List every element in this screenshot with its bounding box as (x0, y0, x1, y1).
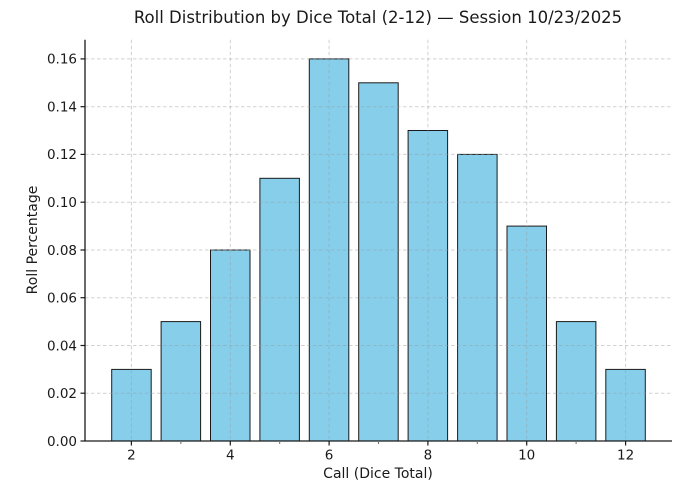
y-tick-label: 0.06 (47, 291, 77, 307)
x-tick-label: 12 (617, 448, 634, 464)
bar-dice-7 (358, 82, 399, 442)
x-tick-label: 4 (226, 448, 235, 464)
bar-dice-3 (160, 321, 202, 442)
bar-dice-5 (259, 177, 300, 442)
x-tick-label: 8 (424, 448, 433, 464)
y-tick-label: 0.10 (47, 195, 77, 211)
y-axis-label: Roll Percentage (25, 185, 41, 295)
chart-title: Roll Distribution by Dice Total (2-12) —… (133, 8, 623, 27)
y-tick-label: 0.12 (47, 147, 77, 163)
y-tick-label: 0.16 (47, 52, 77, 68)
bar-dice-10 (506, 225, 547, 442)
y-tick-label: 0.14 (47, 99, 77, 115)
x-tick-label: 6 (325, 448, 334, 464)
bar-dice-2 (111, 368, 152, 442)
bar-dice-6 (308, 58, 350, 442)
x-axis-label: Call (Dice Total) (323, 466, 433, 482)
x-tick-label: 2 (127, 448, 136, 464)
y-tick-label: 0.02 (47, 386, 77, 402)
y-tick-label: 0.08 (47, 243, 77, 259)
y-tick-label: 0.04 (47, 338, 77, 354)
bar-dice-11 (555, 321, 597, 442)
bar-dice-4 (210, 249, 251, 442)
y-tick-label: 0.00 (47, 434, 77, 450)
bar-dice-8 (407, 130, 449, 442)
x-tick-label: 10 (518, 448, 535, 464)
